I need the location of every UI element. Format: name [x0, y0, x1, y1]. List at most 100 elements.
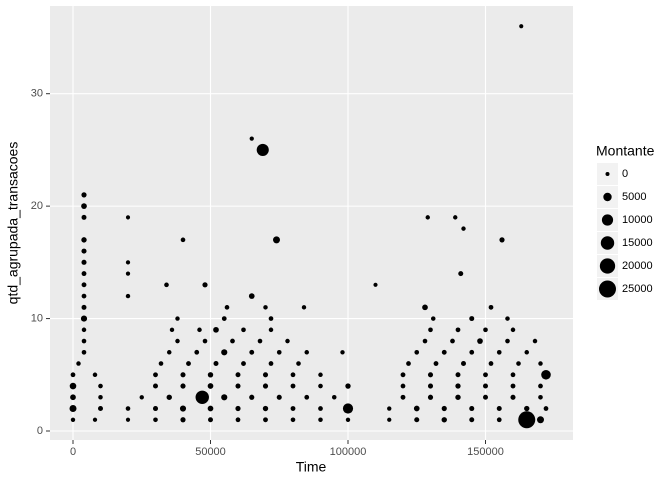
point	[249, 349, 255, 355]
point	[268, 327, 274, 333]
point	[505, 338, 510, 344]
point	[469, 349, 475, 355]
point	[197, 327, 202, 333]
legend-symbol	[605, 172, 610, 176]
point	[400, 383, 406, 389]
point	[202, 282, 208, 288]
point	[496, 417, 502, 423]
point	[81, 237, 87, 243]
point	[496, 406, 502, 412]
point	[180, 237, 186, 243]
point	[387, 417, 392, 422]
point	[81, 327, 87, 333]
point	[538, 383, 543, 389]
point	[290, 417, 296, 423]
point	[153, 383, 158, 389]
point	[81, 214, 87, 220]
point	[81, 282, 87, 288]
point	[318, 406, 323, 411]
point	[538, 361, 543, 366]
point	[441, 405, 447, 412]
point	[285, 338, 290, 344]
legend-label: 0	[622, 168, 628, 180]
point	[318, 383, 323, 389]
point	[455, 372, 461, 378]
point	[235, 383, 241, 389]
point	[262, 383, 269, 389]
point	[455, 383, 461, 389]
point	[256, 143, 269, 156]
legend-label: 20000	[622, 260, 653, 272]
point	[179, 405, 187, 412]
point	[340, 350, 345, 355]
legend-symbol	[601, 214, 614, 226]
point	[69, 382, 77, 390]
point	[208, 417, 213, 423]
point	[249, 136, 254, 141]
point	[153, 417, 158, 423]
legend-symbol	[600, 236, 615, 250]
point	[224, 305, 230, 310]
y-tick-label: 30	[31, 88, 43, 100]
point	[496, 349, 502, 355]
point	[524, 405, 530, 412]
point	[241, 327, 246, 333]
point	[92, 417, 98, 422]
legend-symbol	[599, 280, 616, 298]
point	[537, 416, 544, 424]
point	[524, 350, 530, 355]
point	[441, 349, 447, 355]
point	[455, 394, 461, 400]
point	[263, 417, 268, 423]
point	[175, 316, 180, 321]
point	[400, 394, 406, 400]
point	[207, 383, 214, 389]
point	[488, 304, 494, 310]
point	[345, 417, 351, 422]
point	[98, 406, 103, 412]
point	[461, 361, 466, 367]
point	[81, 192, 87, 198]
point	[125, 271, 131, 276]
point	[81, 304, 87, 310]
point	[180, 383, 186, 389]
point	[483, 394, 488, 400]
point	[98, 383, 103, 389]
point	[290, 372, 296, 378]
point	[477, 338, 483, 344]
point	[422, 304, 428, 311]
legend-symbol	[603, 192, 612, 202]
point	[538, 394, 543, 400]
point	[413, 405, 420, 412]
point	[213, 361, 219, 367]
point	[268, 361, 274, 366]
point	[510, 327, 516, 333]
point	[433, 361, 439, 366]
panel	[50, 6, 573, 440]
point	[80, 315, 88, 322]
point	[425, 215, 430, 220]
point	[469, 316, 475, 322]
point	[541, 369, 551, 380]
point	[373, 282, 378, 287]
point	[158, 361, 164, 366]
point	[81, 248, 87, 254]
point	[202, 338, 208, 344]
point	[248, 293, 255, 299]
point	[499, 237, 505, 243]
point	[230, 338, 235, 344]
point	[414, 349, 420, 355]
point	[428, 327, 433, 333]
point	[276, 394, 282, 400]
point	[268, 316, 274, 321]
point	[483, 327, 488, 333]
point	[195, 390, 209, 404]
point	[296, 361, 301, 366]
point	[430, 316, 436, 321]
point	[262, 405, 269, 412]
point	[139, 395, 144, 400]
point	[221, 394, 228, 401]
point	[125, 215, 131, 220]
point	[186, 361, 191, 366]
